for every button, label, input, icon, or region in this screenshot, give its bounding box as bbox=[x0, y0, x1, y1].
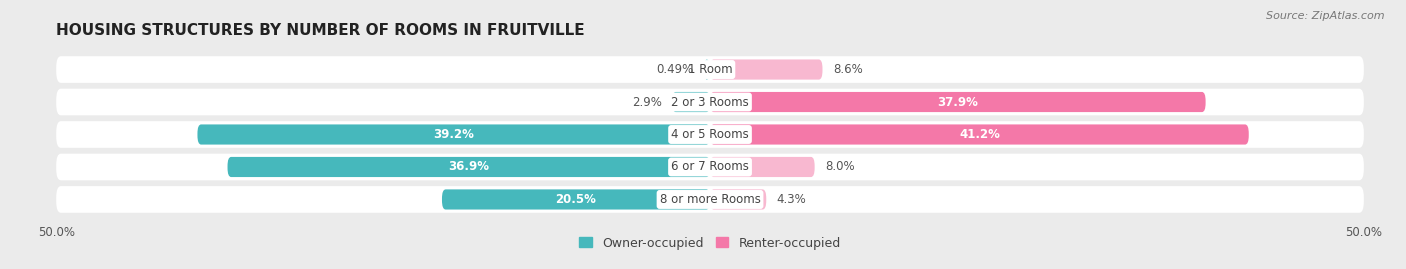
Legend: Owner-occupied, Renter-occupied: Owner-occupied, Renter-occupied bbox=[576, 234, 844, 252]
FancyBboxPatch shape bbox=[228, 157, 710, 177]
FancyBboxPatch shape bbox=[672, 92, 710, 112]
FancyBboxPatch shape bbox=[703, 59, 710, 80]
Text: 8.0%: 8.0% bbox=[825, 161, 855, 174]
Text: Source: ZipAtlas.com: Source: ZipAtlas.com bbox=[1267, 11, 1385, 21]
Text: 1 Room: 1 Room bbox=[688, 63, 733, 76]
Text: 8.6%: 8.6% bbox=[832, 63, 863, 76]
FancyBboxPatch shape bbox=[56, 154, 1364, 180]
FancyBboxPatch shape bbox=[710, 59, 823, 80]
FancyBboxPatch shape bbox=[710, 157, 814, 177]
Text: 36.9%: 36.9% bbox=[449, 161, 489, 174]
Text: 2 or 3 Rooms: 2 or 3 Rooms bbox=[671, 95, 749, 108]
FancyBboxPatch shape bbox=[710, 189, 766, 210]
Text: 2.9%: 2.9% bbox=[631, 95, 662, 108]
Text: 8 or more Rooms: 8 or more Rooms bbox=[659, 193, 761, 206]
Text: HOUSING STRUCTURES BY NUMBER OF ROOMS IN FRUITVILLE: HOUSING STRUCTURES BY NUMBER OF ROOMS IN… bbox=[56, 23, 585, 38]
Text: 41.2%: 41.2% bbox=[959, 128, 1000, 141]
Text: 4 or 5 Rooms: 4 or 5 Rooms bbox=[671, 128, 749, 141]
Text: 20.5%: 20.5% bbox=[555, 193, 596, 206]
FancyBboxPatch shape bbox=[197, 125, 710, 144]
Text: 39.2%: 39.2% bbox=[433, 128, 474, 141]
FancyBboxPatch shape bbox=[710, 92, 1205, 112]
FancyBboxPatch shape bbox=[441, 189, 710, 210]
Text: 37.9%: 37.9% bbox=[938, 95, 979, 108]
Text: 6 or 7 Rooms: 6 or 7 Rooms bbox=[671, 161, 749, 174]
FancyBboxPatch shape bbox=[56, 186, 1364, 213]
FancyBboxPatch shape bbox=[710, 125, 1249, 144]
Text: 4.3%: 4.3% bbox=[776, 193, 807, 206]
FancyBboxPatch shape bbox=[56, 121, 1364, 148]
FancyBboxPatch shape bbox=[56, 56, 1364, 83]
Text: 0.49%: 0.49% bbox=[657, 63, 693, 76]
FancyBboxPatch shape bbox=[56, 89, 1364, 115]
